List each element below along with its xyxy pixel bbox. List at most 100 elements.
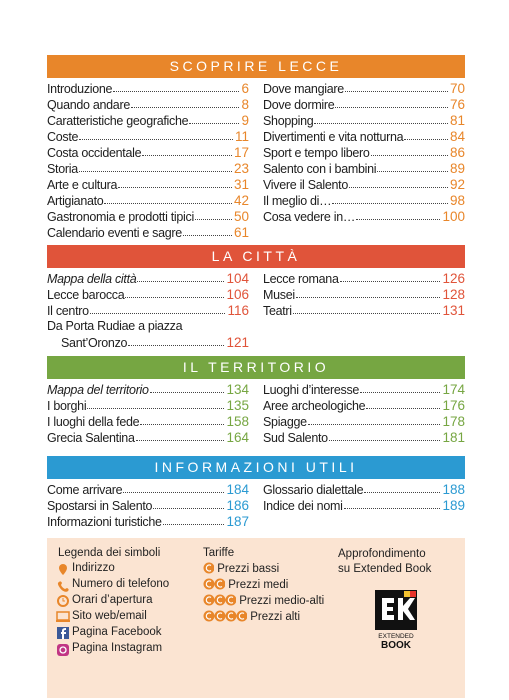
price-label: Prezzi medio-alti bbox=[239, 595, 325, 607]
page-number: 104 bbox=[226, 271, 249, 286]
extended-logo: EXTENDED BOOK bbox=[375, 590, 417, 650]
price-item: Prezzi bassi bbox=[203, 562, 279, 575]
price-icon bbox=[203, 562, 215, 574]
entry-title: Gastronomia e prodotti tipici bbox=[47, 210, 194, 224]
toc-entry: Luoghi d’interesse 174 bbox=[263, 381, 465, 397]
symbol-label: Indirizzo bbox=[72, 562, 115, 574]
toc-entry: Sport e tempo libero 86 bbox=[263, 144, 465, 160]
entry-title: Il meglio di… bbox=[263, 194, 332, 208]
dot-leader bbox=[339, 281, 441, 282]
page-number: 128 bbox=[442, 287, 465, 302]
dot-leader bbox=[314, 123, 448, 124]
dot-leader bbox=[344, 91, 448, 92]
dot-leader bbox=[135, 440, 225, 441]
dot-leader bbox=[194, 219, 232, 220]
symbol-label: Numero di telefono bbox=[72, 578, 170, 590]
entry-title: Come arrivare bbox=[47, 483, 123, 497]
page-number: 126 bbox=[442, 271, 465, 286]
page-number: 186 bbox=[226, 498, 249, 513]
entry-title: Divertimenti e vita notturna bbox=[263, 130, 404, 144]
dot-leader bbox=[332, 203, 448, 204]
page-number: 181 bbox=[442, 430, 465, 445]
extended-title: Approfondimento su Extended Book bbox=[338, 547, 431, 577]
toc-entry: Sud Salento 181 bbox=[263, 429, 465, 445]
page-number: 98 bbox=[449, 193, 465, 208]
page-number: 164 bbox=[226, 430, 249, 445]
entry-title: Lecce barocca bbox=[47, 288, 125, 302]
price-item: Prezzi alti bbox=[203, 610, 300, 623]
page-number: 158 bbox=[226, 414, 249, 429]
symbol-label: Pagina Instagram bbox=[72, 642, 163, 654]
page-number: 42 bbox=[233, 193, 249, 208]
symbol-label: Sito web/email bbox=[72, 610, 147, 622]
dot-leader bbox=[189, 123, 240, 124]
section-header: IL TERRITORIO bbox=[47, 356, 465, 379]
dot-leader bbox=[142, 155, 232, 156]
dot-leader bbox=[128, 345, 225, 346]
toc-entry: Grecia Salentina 164 bbox=[47, 429, 249, 445]
entry-title: Musei bbox=[263, 288, 295, 302]
entry-title: Grecia Salentina bbox=[47, 431, 135, 445]
toc-entry: Salento con i bambini 89 bbox=[263, 160, 465, 176]
entry-title: Sant’Oronzo bbox=[61, 336, 128, 350]
page-number: 121 bbox=[226, 335, 249, 350]
entry-title: Costa occidentale bbox=[47, 146, 142, 160]
legend: Legenda dei simboli Indirizzo Numero di t… bbox=[47, 538, 465, 698]
price-label: Prezzi alti bbox=[250, 611, 301, 623]
dot-leader bbox=[349, 187, 448, 188]
entry-title: Aree archeologiche bbox=[263, 399, 366, 413]
toc-entry: Cosa vedere in… 100 bbox=[263, 208, 465, 224]
symbol-icons bbox=[56, 564, 70, 656]
section-header: LA CITTÀ bbox=[47, 245, 465, 268]
legend-title: Tariffe bbox=[203, 547, 235, 559]
entry-title: Introduzione bbox=[47, 82, 113, 96]
dot-leader bbox=[79, 139, 233, 140]
entry-title: Da Porta Rudiae a piazza bbox=[47, 319, 183, 333]
toc-entry: I borghi 135 bbox=[47, 397, 249, 413]
price-icon bbox=[203, 578, 226, 590]
toc-entry: Introduzione 6 bbox=[47, 80, 249, 96]
dot-leader bbox=[343, 508, 441, 509]
toc-entry: Indice dei nomi 189 bbox=[263, 497, 465, 513]
toc-entry: Teatri 131 bbox=[263, 302, 465, 318]
symbol-label: Pagina Facebook bbox=[72, 626, 162, 638]
entry-title: Arte e cultura bbox=[47, 178, 118, 192]
entry-title: Lecce romana bbox=[263, 272, 339, 286]
page-number: 31 bbox=[233, 177, 249, 192]
toc-entry: Vivere il Salento 92 bbox=[263, 176, 465, 192]
toc-column: Glossario dialettale 188 Indice dei nomi 18… bbox=[263, 481, 465, 513]
price-icon bbox=[203, 594, 237, 606]
entry-title: Dove mangiare bbox=[263, 82, 344, 96]
entry-title: Coste bbox=[47, 130, 79, 144]
entry-title: Salento con i bambini bbox=[263, 162, 377, 176]
dot-leader bbox=[137, 281, 225, 282]
toc-entry: Spostarsi in Salento 186 bbox=[47, 497, 249, 513]
dot-leader bbox=[307, 424, 441, 425]
entry-title: Teatri bbox=[263, 304, 292, 318]
page-number: 84 bbox=[449, 129, 465, 144]
page-number: 9 bbox=[241, 113, 249, 128]
toc-entry: Mappa del territorio 134 bbox=[47, 381, 249, 397]
toc-entry: Sant’Oronzo 121 bbox=[47, 334, 249, 350]
dot-leader bbox=[140, 424, 225, 425]
price-label: Prezzi medi bbox=[228, 579, 289, 591]
entry-title: Informazioni turistiche bbox=[47, 515, 162, 529]
page-number: 174 bbox=[442, 382, 465, 397]
extended-line: Approfondimento bbox=[338, 548, 426, 560]
entry-title: Spostarsi in Salento bbox=[47, 499, 153, 513]
toc-column: Introduzione 6 Quando andare 8 Caratteristic… bbox=[47, 80, 249, 240]
toc-entry: Dove dormire 76 bbox=[263, 96, 465, 112]
dot-leader bbox=[328, 440, 441, 441]
legend-title: Legenda dei simboli bbox=[58, 547, 161, 559]
dot-leader bbox=[153, 508, 225, 509]
page-number: 134 bbox=[226, 382, 249, 397]
toc-entry: Divertimenti e vita notturna 84 bbox=[263, 128, 465, 144]
section-header: SCOPRIRE LECCE bbox=[47, 55, 465, 78]
section-header: INFORMAZIONI UTILI bbox=[47, 456, 465, 479]
dot-leader bbox=[295, 297, 441, 298]
dot-leader bbox=[123, 492, 225, 493]
dot-leader bbox=[356, 219, 441, 220]
entry-title: Cosa vedere in… bbox=[263, 210, 356, 224]
page-number: 92 bbox=[449, 177, 465, 192]
page-number: 70 bbox=[449, 81, 465, 96]
